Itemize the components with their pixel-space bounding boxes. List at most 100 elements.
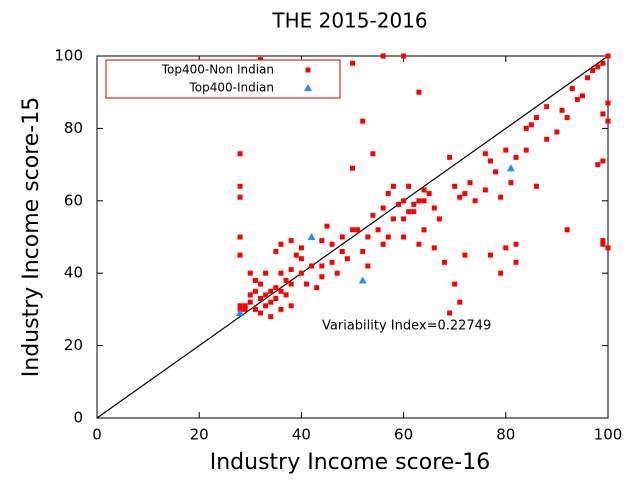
y-tick-label: 100 — [54, 47, 83, 65]
point — [283, 292, 289, 298]
point — [401, 234, 407, 240]
point — [375, 227, 381, 233]
point — [605, 118, 611, 124]
point — [273, 248, 279, 254]
x-tick-label: 100 — [594, 426, 623, 444]
point — [513, 259, 519, 265]
point — [595, 64, 601, 70]
point — [293, 252, 299, 258]
point — [513, 154, 519, 160]
point — [334, 270, 340, 276]
point — [319, 238, 325, 244]
point — [298, 245, 304, 251]
point — [258, 296, 264, 302]
point — [329, 241, 335, 247]
point — [309, 263, 315, 269]
point — [533, 115, 539, 121]
point — [523, 147, 529, 153]
point — [395, 201, 401, 207]
point — [358, 276, 367, 284]
point — [247, 270, 253, 276]
point — [590, 67, 596, 73]
point — [472, 198, 478, 204]
point — [298, 270, 304, 276]
point — [252, 306, 258, 312]
point — [370, 212, 376, 218]
point — [344, 256, 350, 262]
point — [298, 256, 304, 262]
point — [401, 216, 407, 222]
point — [401, 198, 407, 204]
point — [324, 223, 330, 229]
point — [278, 306, 284, 312]
point — [370, 151, 376, 157]
point — [237, 194, 243, 200]
x-tick-label: 40 — [292, 426, 311, 444]
point — [605, 245, 611, 251]
point — [436, 216, 442, 222]
y-tick-label: 20 — [64, 336, 83, 354]
point — [258, 281, 264, 287]
point — [462, 191, 468, 197]
point — [385, 234, 391, 240]
point — [319, 274, 325, 280]
point — [406, 183, 412, 189]
point — [605, 100, 611, 106]
point — [600, 241, 606, 247]
point — [365, 234, 371, 240]
point — [307, 233, 316, 240]
point — [595, 162, 601, 168]
point — [600, 158, 606, 164]
point — [452, 281, 458, 287]
point — [416, 198, 422, 204]
point — [273, 285, 279, 291]
diagonal-line — [96, 55, 609, 419]
point — [390, 183, 396, 189]
point — [421, 198, 427, 204]
point — [360, 248, 366, 254]
legend-label: Top400-Non Indian — [161, 63, 274, 77]
point — [237, 303, 243, 309]
point — [533, 183, 539, 189]
point — [365, 263, 371, 269]
point — [247, 292, 253, 298]
point — [236, 309, 245, 317]
y-tick-label: 0 — [73, 409, 83, 427]
point — [600, 238, 606, 244]
y-tick-label: 40 — [64, 264, 83, 282]
point — [559, 107, 565, 113]
point — [579, 93, 585, 99]
point — [268, 288, 274, 294]
point — [544, 104, 550, 110]
point — [237, 234, 243, 240]
point — [288, 303, 294, 309]
point — [263, 292, 269, 298]
point — [237, 151, 243, 157]
point — [252, 277, 258, 283]
legend-marker — [304, 84, 312, 91]
point — [528, 122, 534, 128]
legend-box — [105, 59, 341, 99]
point — [268, 299, 274, 305]
point — [416, 89, 422, 95]
annotation: Variability Index=0.22749 — [322, 319, 491, 334]
point — [263, 303, 269, 309]
x-tick-label: 0 — [92, 426, 102, 444]
point — [258, 310, 264, 316]
point — [462, 252, 468, 258]
legend-label: Top400-Indian — [188, 81, 274, 95]
point — [242, 303, 248, 309]
y-tick-label: 80 — [64, 119, 83, 137]
point — [416, 241, 422, 247]
point — [452, 183, 458, 189]
point — [242, 306, 248, 312]
point — [523, 125, 529, 131]
point — [339, 234, 345, 240]
point — [482, 151, 488, 157]
point — [498, 194, 504, 200]
point — [385, 191, 391, 197]
point — [350, 60, 355, 66]
point — [339, 248, 345, 254]
point — [554, 129, 560, 135]
point — [247, 299, 253, 305]
